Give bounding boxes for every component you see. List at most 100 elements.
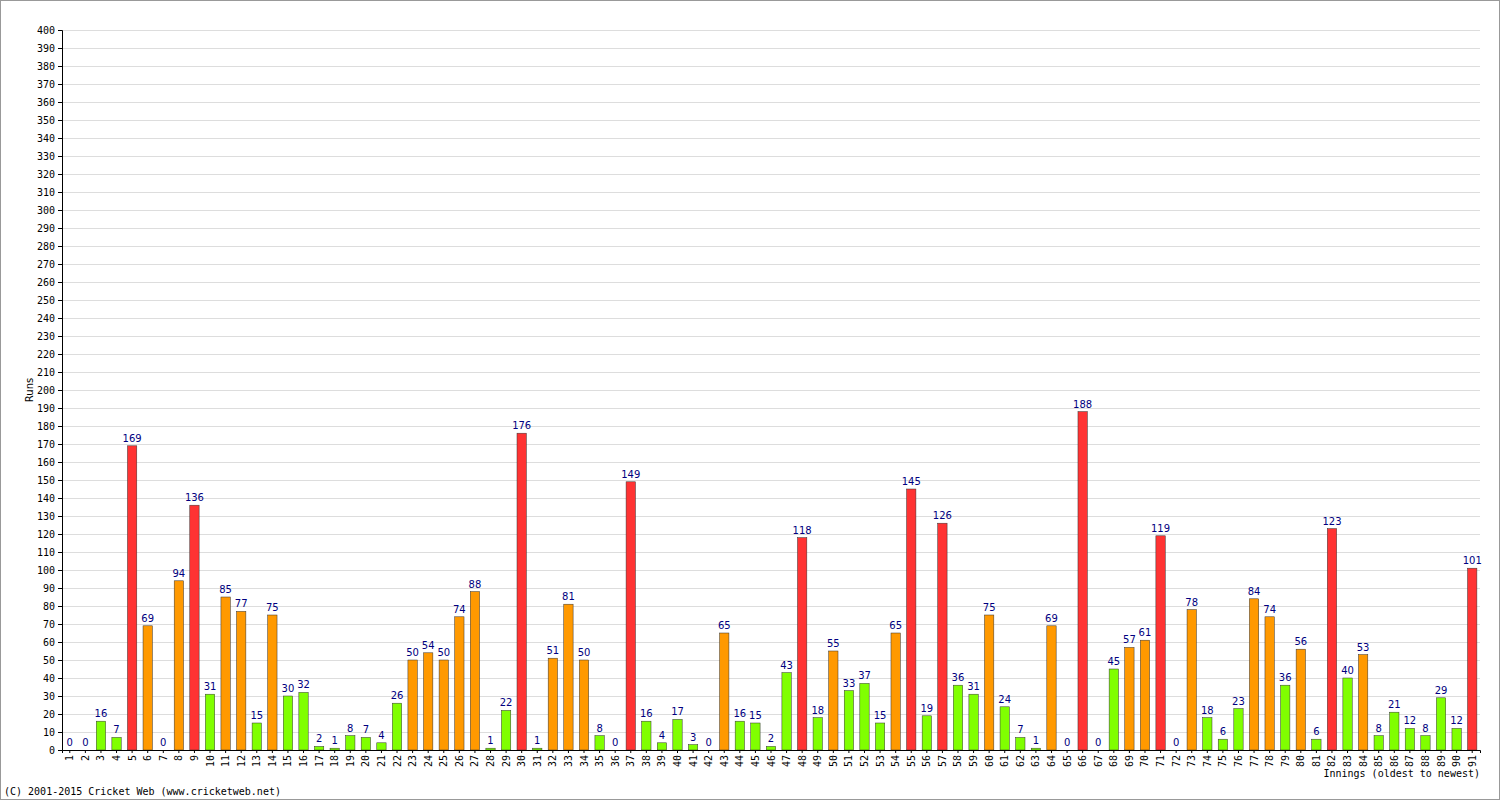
y-tick-mark — [58, 624, 62, 625]
x-tick-mark — [1067, 750, 1068, 753]
bar — [1312, 739, 1321, 750]
grid-line — [62, 462, 1480, 463]
x-tick: 78 — [1264, 750, 1275, 767]
x-tick-label: 24 — [423, 755, 434, 767]
bar — [657, 743, 666, 750]
x-tick: 87 — [1404, 750, 1415, 767]
y-tick-mark — [58, 138, 62, 139]
x-tick-mark — [443, 750, 444, 753]
y-tick-label: 60 — [43, 637, 55, 648]
x-tick-mark — [1238, 750, 1239, 753]
x-tick-label: 44 — [734, 755, 745, 767]
y-tick-label: 330 — [37, 151, 55, 162]
x-tick-label: 22 — [392, 755, 403, 767]
y-tick: 0 — [49, 745, 62, 756]
grid-line — [62, 390, 1480, 391]
x-tick: 16 — [298, 750, 309, 767]
x-tick: 5 — [127, 750, 138, 761]
data-label: 32 — [297, 679, 310, 690]
bar — [1109, 669, 1118, 750]
bar — [408, 660, 417, 750]
x-tick-label: 54 — [890, 755, 901, 767]
y-tick: 120 — [37, 529, 62, 540]
bar — [953, 685, 962, 750]
data-label: 16 — [95, 708, 108, 719]
x-tick-label: 67 — [1093, 755, 1104, 767]
x-tick: 47 — [781, 750, 792, 767]
y-tick: 260 — [37, 277, 62, 288]
y-tick-mark — [58, 552, 62, 553]
grid-line — [62, 48, 1480, 49]
data-label: 33 — [843, 678, 856, 689]
data-label: 7 — [363, 724, 369, 735]
x-tick-label: 23 — [407, 755, 418, 767]
x-tick: 12 — [236, 750, 247, 767]
x-tick-label: 2 — [80, 755, 91, 761]
x-tick: 70 — [1139, 750, 1150, 767]
x-tick-mark — [521, 750, 522, 753]
bar — [65, 750, 74, 751]
y-tick-mark — [58, 354, 62, 355]
bar — [922, 716, 931, 750]
x-tick-mark — [132, 750, 133, 753]
bar — [237, 611, 246, 750]
x-tick-label: 38 — [641, 755, 652, 767]
bar — [159, 750, 168, 751]
x-tick-label: 91 — [1467, 755, 1478, 767]
x-tick: 89 — [1436, 750, 1447, 767]
y-tick-label: 230 — [37, 331, 55, 342]
bar — [642, 721, 651, 750]
data-label: 61 — [1139, 627, 1152, 638]
data-label: 8 — [347, 723, 353, 734]
x-tick: 20 — [360, 750, 371, 767]
x-tick-label: 74 — [1202, 755, 1213, 767]
x-tick: 76 — [1233, 750, 1244, 767]
y-tick-mark — [58, 570, 62, 571]
x-tick-mark — [1160, 750, 1161, 753]
y-tick-mark — [58, 336, 62, 337]
grid-line — [62, 120, 1480, 121]
x-tick: 32 — [547, 750, 558, 767]
y-tick-mark — [58, 480, 62, 481]
y-tick-label: 210 — [37, 367, 55, 378]
y-tick-label: 370 — [37, 79, 55, 90]
data-label: 4 — [378, 730, 384, 741]
y-tick: 400 — [37, 25, 62, 36]
data-label: 30 — [282, 683, 295, 694]
data-label: 15 — [749, 710, 762, 721]
x-tick: 33 — [563, 750, 574, 767]
y-tick-mark — [58, 732, 62, 733]
y-tick: 50 — [43, 655, 62, 666]
x-tick-mark — [1331, 750, 1332, 753]
grid-line — [62, 102, 1480, 103]
x-tick-mark — [661, 750, 662, 753]
x-tick-mark — [552, 750, 553, 753]
x-tick-label: 56 — [921, 755, 932, 767]
bar — [96, 721, 105, 750]
data-label: 15 — [250, 710, 263, 721]
x-tick: 82 — [1326, 750, 1337, 767]
y-tick: 80 — [43, 601, 62, 612]
y-tick-label: 80 — [43, 601, 55, 612]
y-tick-mark — [58, 228, 62, 229]
x-tick-label: 60 — [984, 755, 995, 767]
data-label: 16 — [733, 708, 746, 719]
bar — [268, 615, 277, 750]
y-tick-label: 190 — [37, 403, 55, 414]
y-tick: 370 — [37, 79, 62, 90]
x-tick-label: 11 — [220, 755, 231, 767]
y-tick-mark — [58, 102, 62, 103]
x-tick-mark — [506, 750, 507, 753]
y-tick-mark — [58, 606, 62, 607]
data-label: 118 — [793, 525, 812, 536]
y-tick: 240 — [37, 313, 62, 324]
data-label: 43 — [780, 660, 793, 671]
y-tick-label: 10 — [43, 727, 55, 738]
bar — [766, 746, 775, 750]
bar — [455, 617, 464, 750]
bar — [688, 745, 697, 750]
y-tick: 230 — [37, 331, 62, 342]
bar — [205, 694, 214, 750]
bar — [564, 604, 573, 750]
x-tick-mark — [210, 750, 211, 753]
